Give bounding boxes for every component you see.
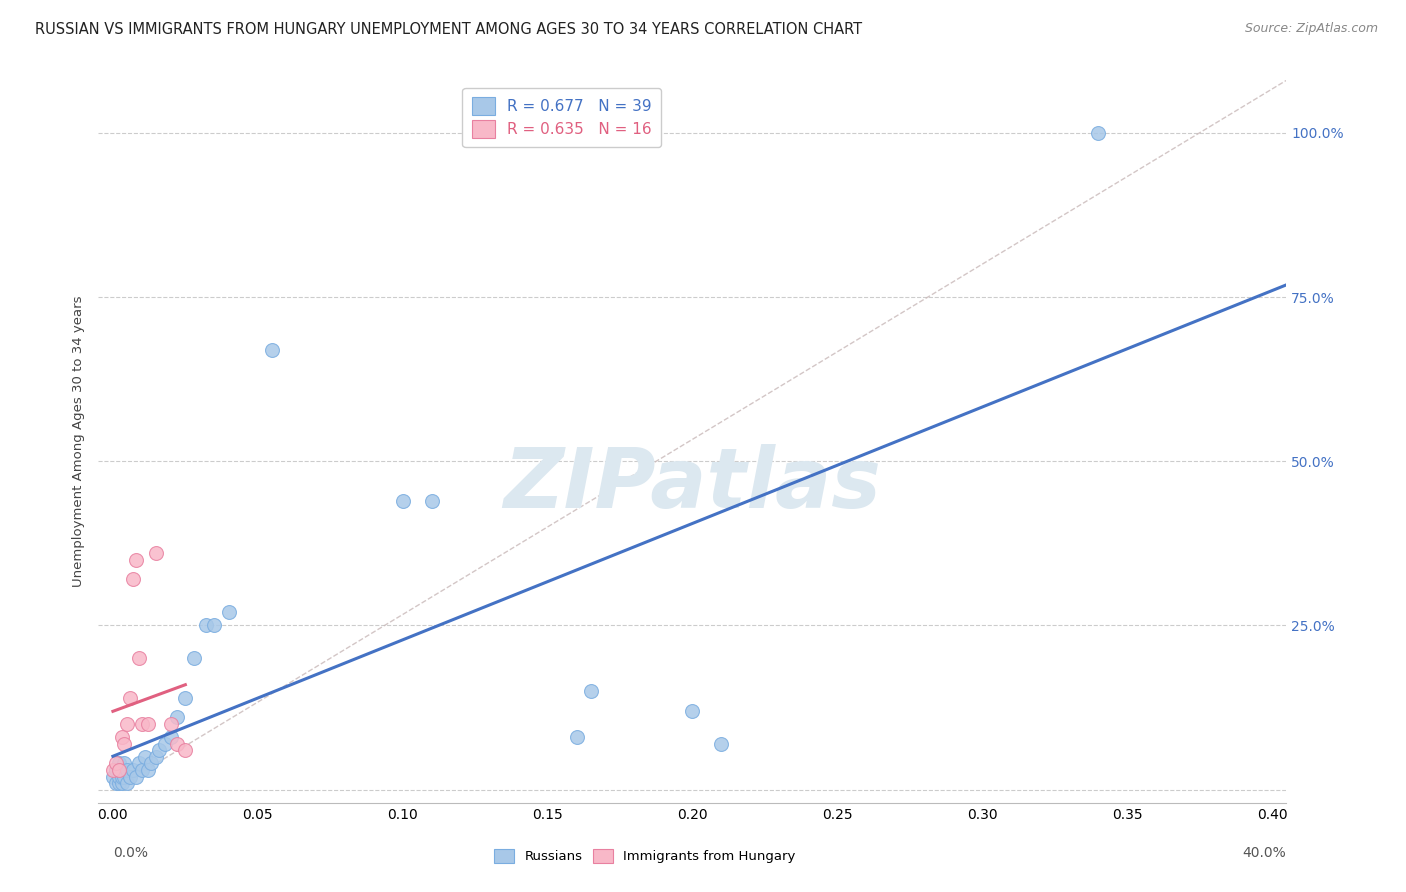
Point (166, 737, 188, 751)
Point (134, 749, 156, 764)
Text: 40.0%: 40.0% (1243, 847, 1286, 860)
Point (101, 770, 124, 784)
Point (110, 730, 132, 744)
Point (579, 684, 602, 698)
Point (107, 776, 129, 790)
Point (128, 651, 150, 665)
Point (114, 756, 136, 771)
Point (262, 343, 284, 357)
Text: Source: ZipAtlas.com: Source: ZipAtlas.com (1244, 22, 1378, 36)
Text: RUSSIAN VS IMMIGRANTS FROM HUNGARY UNEMPLOYMENT AMONG AGES 30 TO 34 YEARS CORREL: RUSSIAN VS IMMIGRANTS FROM HUNGARY UNEMP… (35, 22, 862, 37)
Point (148, 743, 170, 757)
Point (139, 756, 162, 771)
Point (110, 776, 132, 790)
Point (710, 737, 733, 751)
Point (114, 770, 136, 784)
Point (128, 756, 150, 771)
Point (145, 546, 167, 560)
Y-axis label: Unemployment Among Ages 30 to 34 years: Unemployment Among Ages 30 to 34 years (72, 296, 86, 587)
Point (174, 690, 197, 705)
Point (101, 763, 124, 777)
Point (110, 763, 132, 777)
Point (104, 763, 127, 777)
Point (131, 763, 153, 777)
Point (117, 763, 139, 777)
Text: 0.0%: 0.0% (112, 847, 148, 860)
Point (120, 770, 142, 784)
Text: ZIPatlas: ZIPatlas (503, 444, 882, 525)
Point (136, 717, 159, 731)
Point (174, 743, 197, 757)
Point (183, 651, 205, 665)
Point (117, 717, 139, 731)
Point (107, 763, 129, 777)
Point (160, 717, 183, 731)
Point (136, 763, 159, 777)
Point (107, 756, 129, 771)
Point (166, 710, 188, 724)
Point (117, 776, 139, 790)
Point (104, 776, 127, 790)
Point (218, 605, 240, 619)
Point (565, 730, 588, 744)
Point (114, 737, 136, 751)
Point (131, 717, 153, 731)
Point (160, 730, 183, 744)
Point (194, 618, 217, 632)
Point (122, 573, 145, 587)
Point (202, 618, 225, 632)
Point (391, 493, 413, 508)
Point (125, 770, 148, 784)
Point (107, 770, 129, 784)
Point (120, 690, 142, 705)
Point (122, 763, 145, 777)
Point (153, 737, 176, 751)
Point (681, 704, 703, 718)
Point (145, 749, 167, 764)
Legend: Russians, Immigrants from Hungary: Russians, Immigrants from Hungary (489, 843, 801, 869)
Point (104, 756, 127, 771)
Point (1087, 126, 1109, 140)
Point (110, 770, 132, 784)
Point (125, 553, 148, 567)
Point (420, 493, 443, 508)
